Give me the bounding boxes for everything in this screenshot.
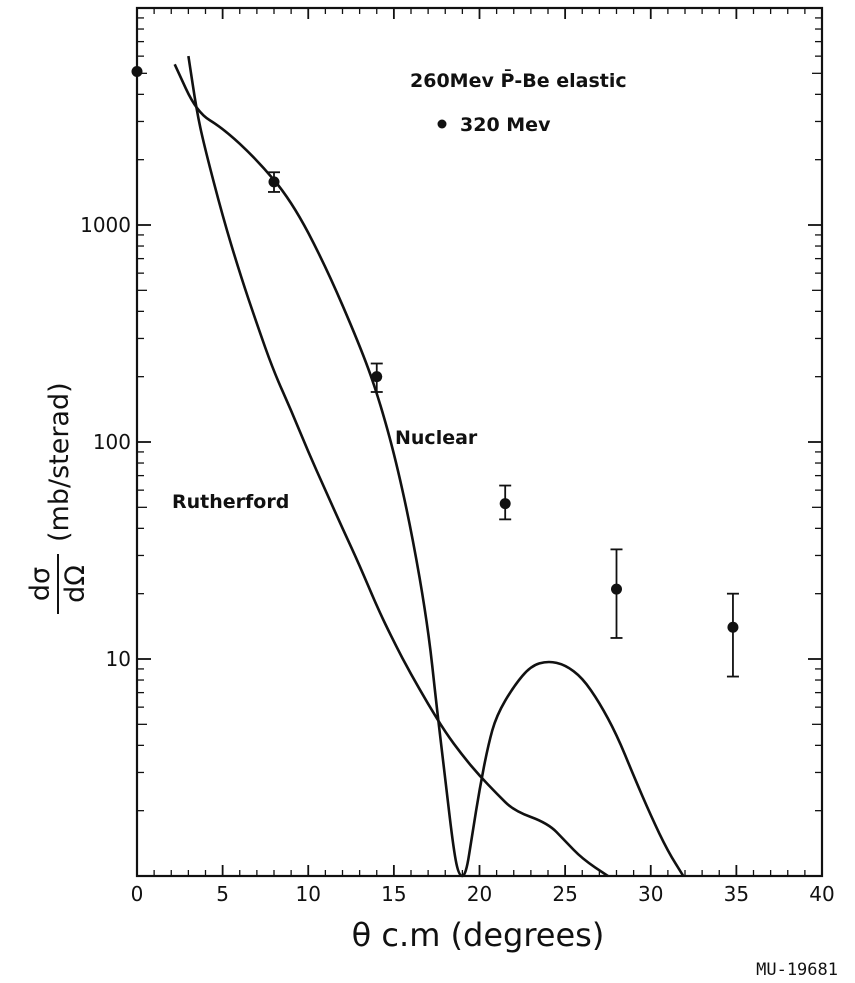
y-axis-title-numerator: dσ [25, 567, 56, 601]
x-tick-label: 40 [809, 882, 834, 906]
nuclear-curve-label: Nuclear [395, 427, 478, 449]
data-point [268, 176, 280, 188]
data-points [131, 65, 739, 678]
curve-rutherford [187, 55, 609, 878]
figure-reference: MU-19681 [756, 960, 838, 980]
data-point [727, 621, 739, 633]
x-tick-label: 0 [131, 882, 144, 906]
legend-marker [437, 119, 447, 129]
data-point [611, 583, 622, 595]
x-tick-label: 30 [638, 882, 663, 906]
x-tick-label: 35 [724, 882, 749, 906]
x-tick-label: 15 [381, 882, 406, 906]
x-tick-label: 10 [296, 882, 321, 906]
curves [173, 55, 685, 878]
data-point [499, 498, 511, 510]
x-tick-label: 25 [552, 882, 577, 906]
y-tick-label: 100 [93, 430, 131, 454]
x-axis-ticks: 0 5 10 15 20 25 30 35 40 [131, 8, 835, 906]
y-tick-label: 10 [106, 647, 131, 671]
plot-frame [135, 6, 824, 878]
curve-nuclear [173, 63, 685, 878]
x-tick-label: 5 [216, 882, 229, 906]
x-axis-title: θ c.m (degrees) [352, 916, 605, 954]
y-axis-title-denominator: dΩ [60, 565, 91, 603]
data-point [131, 65, 143, 77]
x-tick-label: 20 [467, 882, 492, 906]
y-axis-title: dσ dΩ (mb/sterad) [25, 382, 91, 614]
y-axis-title-units: (mb/sterad) [44, 382, 75, 542]
chart-title-annotation: 260Mev P̄-Be elastic [410, 69, 627, 92]
legend-label: 320 Mev [460, 114, 551, 136]
data-point [371, 371, 383, 383]
rutherford-curve-label: Rutherford [172, 491, 289, 513]
y-axis-ticks: 10 100 1000 [80, 17, 822, 812]
y-tick-label: 1000 [80, 213, 131, 237]
